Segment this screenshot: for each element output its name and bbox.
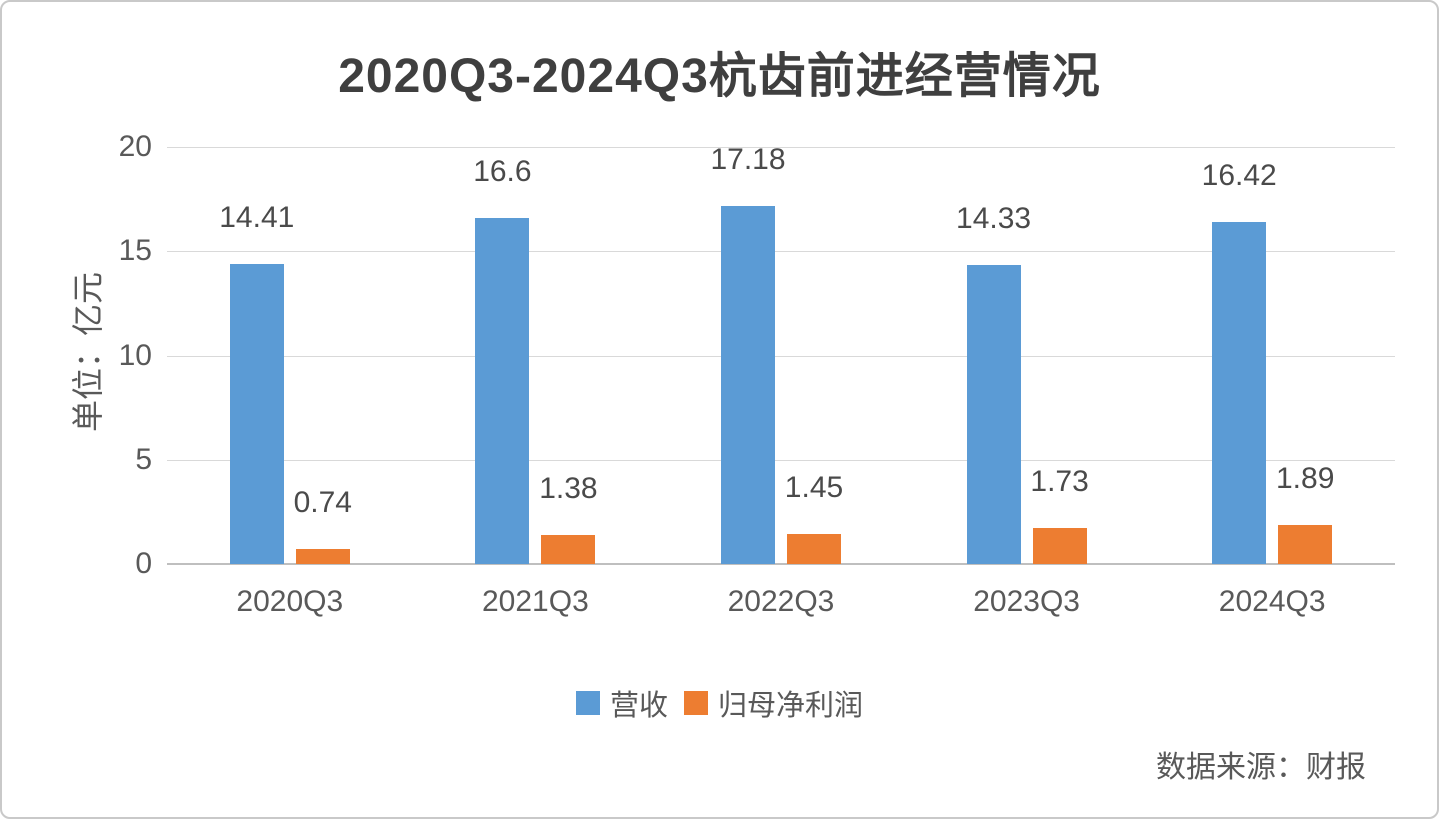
bar-value-label: 14.41: [219, 200, 295, 234]
gridline: [167, 355, 1395, 357]
x-tick-label: 2020Q3: [236, 585, 344, 618]
gridline: [167, 147, 1395, 148]
source-note: 数据来源：财报: [1156, 751, 1366, 784]
bar-revenue-2023Q3: [966, 265, 1021, 564]
legend: 营收 归母净利润: [2, 682, 1437, 724]
legend-label-revenue: 营收: [609, 690, 668, 722]
bar-net-profit-2021Q3: [541, 535, 596, 564]
bar-value-label: 1.73: [1030, 464, 1089, 498]
bar-value-label: 1.89: [1275, 461, 1335, 495]
y-tick-label: 5: [135, 442, 152, 476]
x-axis-line: [167, 563, 1395, 565]
bar-net-profit-2022Q3: [787, 533, 841, 564]
legend-swatch-revenue: [575, 691, 600, 715]
gridline: [167, 251, 1395, 253]
bar-value-label: 16.42: [1201, 158, 1277, 192]
legend-item-revenue: 营收: [575, 682, 668, 724]
chart-title: 2020Q3-2024Q3杭齿前进经营情况: [338, 50, 1101, 103]
gridline: [167, 459, 1395, 461]
bar-value-label: 1.45: [784, 470, 844, 504]
y-tick-label: 20: [118, 130, 152, 163]
bar-revenue-2024Q3: [1212, 221, 1267, 564]
x-tick-label: 2022Q3: [727, 585, 835, 618]
legend-item-net-profit: 归母净利润: [684, 682, 863, 724]
y-tick-label: 10: [118, 338, 152, 372]
bar-value-label: 16.6: [473, 154, 532, 188]
y-tick-label: 15: [118, 234, 152, 268]
legend-label-net-profit: 归母净利润: [718, 690, 864, 722]
bar-revenue-2020Q3: [229, 263, 284, 564]
bar-value-label: 17.18: [710, 142, 786, 176]
x-tick-label: 2023Q3: [973, 585, 1080, 618]
bar-value-label: 14.33: [956, 202, 1032, 236]
x-tick-label: 2024Q3: [1218, 585, 1326, 618]
bar-value-label: 1.38: [539, 472, 598, 506]
bar-net-profit-2020Q3: [295, 548, 350, 564]
y-tick-label: 0: [135, 547, 152, 580]
x-tick-label: 2021Q3: [482, 585, 589, 618]
bar-net-profit-2023Q3: [1032, 527, 1087, 564]
legend-swatch-net-profit: [684, 691, 708, 715]
bar-revenue-2022Q3: [721, 205, 775, 564]
bar-value-label: 0.74: [293, 485, 352, 519]
bar-revenue-2021Q3: [475, 217, 530, 564]
bar-net-profit-2024Q3: [1278, 524, 1333, 564]
